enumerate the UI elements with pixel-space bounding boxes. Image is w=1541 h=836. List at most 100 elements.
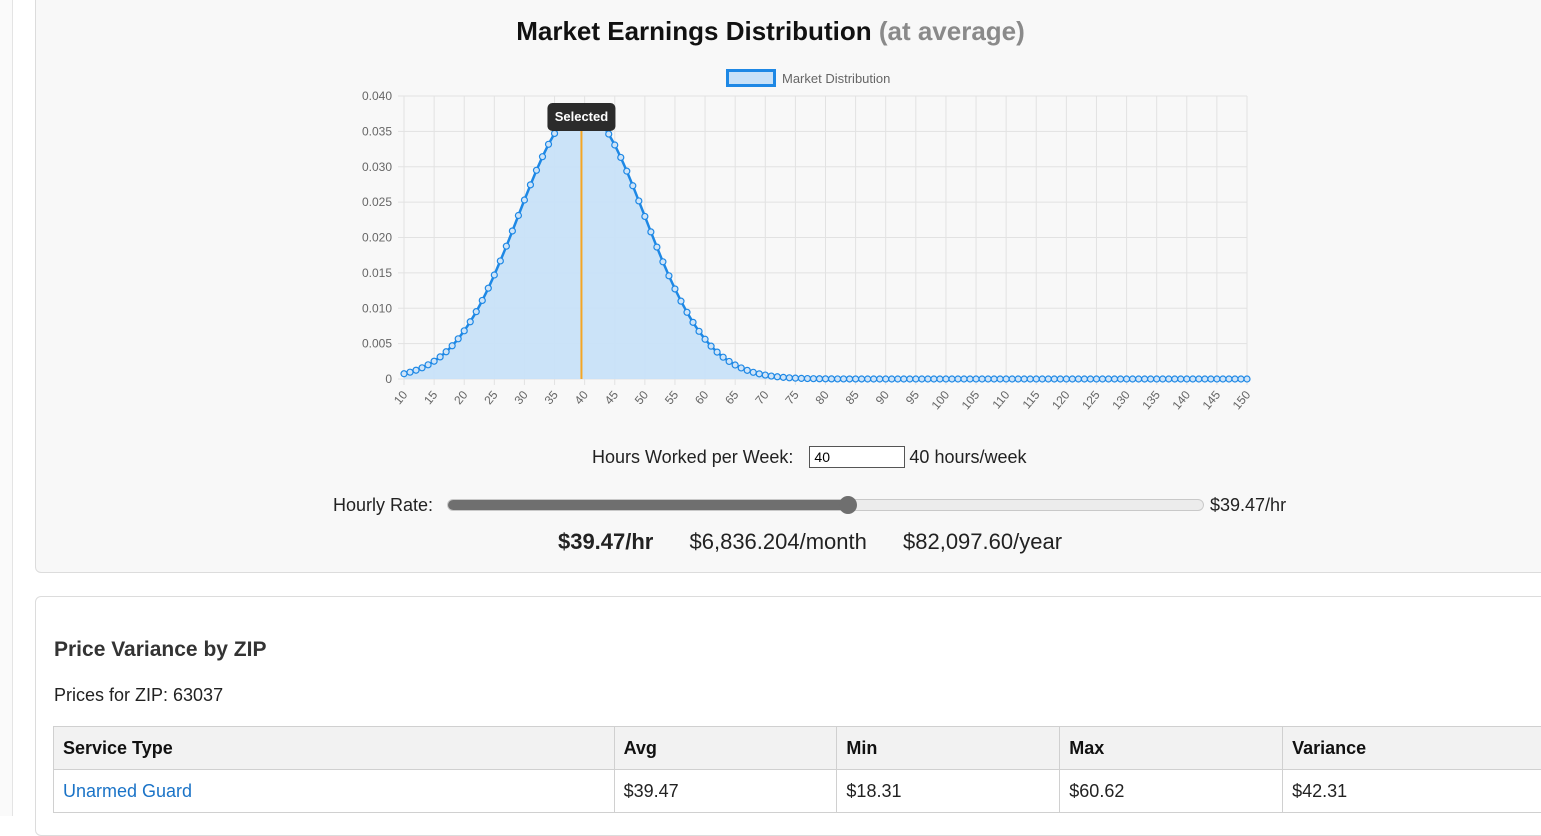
data-point (1063, 376, 1069, 382)
data-point (871, 376, 877, 382)
data-point (1214, 376, 1220, 382)
data-point (467, 319, 473, 325)
x-tick-label: 25 (481, 388, 501, 407)
data-point (720, 354, 726, 360)
data-point (1160, 376, 1166, 382)
data-point (786, 375, 792, 381)
data-point (618, 154, 624, 160)
rate-slider[interactable] (447, 499, 1204, 511)
data-point (425, 362, 431, 368)
data-point (1057, 376, 1063, 382)
data-point (798, 375, 804, 381)
data-point (419, 365, 425, 371)
hours-label: Hours Worked per Week: (592, 447, 793, 468)
x-tick-label: 55 (662, 388, 682, 407)
data-point (546, 141, 552, 147)
data-point (1178, 376, 1184, 382)
data-point (877, 376, 883, 382)
data-point (967, 376, 973, 382)
table-heading: Price Variance by ZIP (54, 638, 266, 662)
data-point (985, 376, 991, 382)
data-point (792, 375, 798, 381)
data-point (708, 343, 714, 349)
data-point (804, 376, 810, 382)
data-point (841, 376, 847, 382)
cell-avg: $39.47 (614, 770, 837, 813)
data-point (756, 371, 762, 377)
col-header-variance[interactable]: Variance (1283, 727, 1541, 770)
data-point (925, 376, 931, 382)
col-header-max[interactable]: Max (1060, 727, 1283, 770)
x-tick-label: 120 (1049, 388, 1073, 413)
hours-display: 40 hours/week (909, 447, 1026, 468)
data-point (473, 309, 479, 315)
data-point (889, 376, 895, 382)
data-point (816, 376, 822, 382)
x-tick-label: 105 (959, 388, 983, 413)
data-point (859, 376, 865, 382)
data-point (491, 272, 497, 278)
x-tick-label: 15 (421, 388, 441, 407)
table-header-row: Service Type Avg Min Max Variance (54, 727, 1541, 770)
data-point (642, 213, 648, 219)
y-tick-label: 0.015 (362, 266, 392, 280)
data-point (1033, 376, 1039, 382)
data-point (1142, 376, 1148, 382)
data-point (515, 212, 521, 218)
x-tick-label: 60 (692, 388, 712, 407)
data-point (1202, 376, 1208, 382)
data-point (979, 376, 985, 382)
data-point (762, 372, 768, 378)
cell-service-type: Unarmed Guard (54, 770, 615, 813)
data-point (931, 376, 937, 382)
data-point (1069, 376, 1075, 382)
slider-thumb[interactable] (839, 496, 857, 514)
data-point (479, 297, 485, 303)
x-tick-label: 85 (843, 388, 863, 407)
col-header-avg[interactable]: Avg (614, 727, 837, 770)
x-tick-label: 150 (1230, 388, 1254, 413)
col-header-service-type[interactable]: Service Type (54, 727, 615, 770)
x-tick-label: 75 (782, 388, 802, 407)
rate-display: $39.47/hr (1210, 495, 1286, 516)
data-point (1154, 376, 1160, 382)
x-tick-label: 65 (722, 388, 742, 407)
data-point (1196, 376, 1202, 382)
x-tick-label: 95 (903, 388, 923, 407)
data-point (696, 328, 702, 334)
data-point (539, 154, 545, 160)
data-point (1220, 376, 1226, 382)
col-header-min[interactable]: Min (837, 727, 1060, 770)
data-point (1015, 376, 1021, 382)
hours-input[interactable] (809, 446, 905, 468)
data-point (780, 374, 786, 380)
y-tick-label: 0.005 (362, 337, 392, 351)
hours-row: Hours Worked per Week: 40 hours/week (592, 446, 1027, 468)
x-tick-label: 130 (1109, 388, 1133, 413)
summary-yearly: $82,097.60/year (903, 529, 1062, 554)
data-point (961, 376, 967, 382)
data-point (503, 243, 509, 249)
data-point (829, 376, 835, 382)
data-point (883, 376, 889, 382)
y-tick-label: 0.010 (362, 301, 392, 315)
data-point (443, 349, 449, 355)
data-point (714, 349, 720, 355)
x-tick-label: 140 (1169, 388, 1193, 413)
data-point (636, 198, 642, 204)
x-tick-label: 145 (1200, 388, 1224, 413)
data-point (1244, 376, 1250, 382)
x-tick-label: 80 (812, 388, 832, 407)
service-type-link[interactable]: Unarmed Guard (63, 781, 192, 801)
data-point (865, 376, 871, 382)
data-point (527, 182, 533, 188)
data-point (678, 298, 684, 304)
zip-line: Prices for ZIP: 63037 (54, 685, 223, 706)
data-point (907, 376, 913, 382)
x-tick-label: 135 (1139, 388, 1163, 413)
data-point (455, 336, 461, 342)
data-point (1184, 376, 1190, 382)
data-point (407, 369, 413, 375)
data-point (612, 142, 618, 148)
data-point (1226, 376, 1232, 382)
